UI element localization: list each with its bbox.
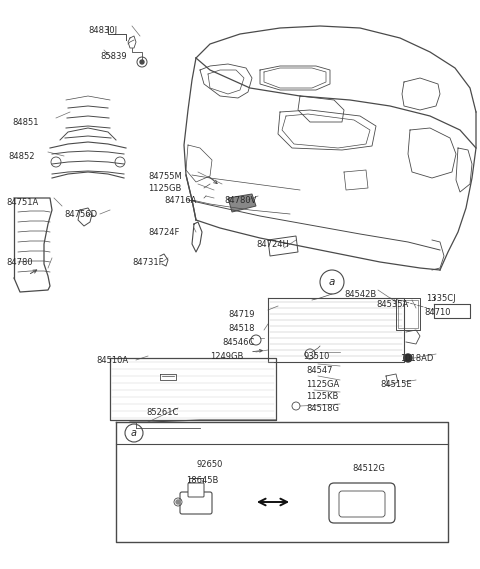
Text: 84518: 84518 <box>228 324 254 333</box>
Text: 84780V: 84780V <box>224 196 256 205</box>
Text: 84512G: 84512G <box>352 464 385 473</box>
Text: 84547: 84547 <box>306 366 333 375</box>
Polygon shape <box>268 236 298 256</box>
Polygon shape <box>228 194 256 212</box>
Text: 1125GB: 1125GB <box>148 184 181 193</box>
Text: 84751A: 84751A <box>6 198 38 207</box>
Text: 84851: 84851 <box>12 118 38 127</box>
Text: 84756D: 84756D <box>64 210 97 219</box>
Text: 1125KB: 1125KB <box>306 392 338 401</box>
Text: 84546C: 84546C <box>222 338 254 347</box>
Text: 84710: 84710 <box>424 308 451 317</box>
Text: 84510A: 84510A <box>96 356 128 365</box>
Text: 84518G: 84518G <box>306 404 339 413</box>
Circle shape <box>140 60 144 64</box>
Text: a: a <box>329 277 335 287</box>
Text: 1249GB: 1249GB <box>210 352 243 361</box>
Text: 84515E: 84515E <box>380 380 412 389</box>
Circle shape <box>404 354 412 362</box>
Circle shape <box>176 500 180 504</box>
Text: 1125GA: 1125GA <box>306 380 339 389</box>
Text: 1018AD: 1018AD <box>400 354 433 363</box>
Text: 85261C: 85261C <box>146 408 179 417</box>
Text: 93510: 93510 <box>304 352 330 361</box>
Text: 84830J: 84830J <box>88 26 117 35</box>
Text: 84852: 84852 <box>8 152 35 161</box>
Text: 84755M: 84755M <box>148 172 182 181</box>
Text: 85839: 85839 <box>100 52 127 61</box>
FancyBboxPatch shape <box>329 483 395 523</box>
Text: 92650: 92650 <box>197 460 223 469</box>
Text: 84535A: 84535A <box>376 300 408 309</box>
FancyBboxPatch shape <box>188 483 204 497</box>
Text: 84731F: 84731F <box>132 258 164 267</box>
Text: 84724H: 84724H <box>256 240 289 249</box>
FancyBboxPatch shape <box>180 492 212 514</box>
Text: 84719: 84719 <box>228 310 254 319</box>
Text: 84542B: 84542B <box>344 290 376 299</box>
Text: 84716A: 84716A <box>164 196 196 205</box>
FancyBboxPatch shape <box>339 491 385 517</box>
Text: 84724F: 84724F <box>148 228 180 237</box>
Text: 18645B: 18645B <box>186 476 218 485</box>
Text: 84780: 84780 <box>6 258 33 267</box>
Text: a: a <box>131 428 137 438</box>
Text: 1335CJ: 1335CJ <box>426 294 456 303</box>
